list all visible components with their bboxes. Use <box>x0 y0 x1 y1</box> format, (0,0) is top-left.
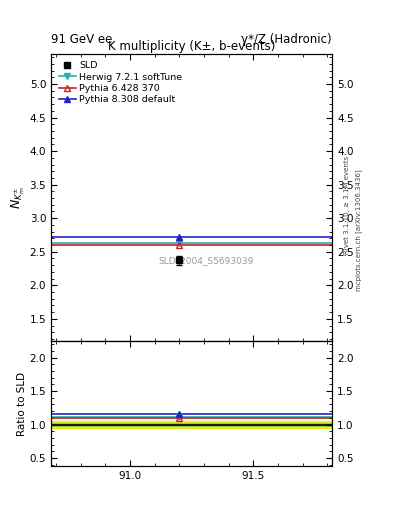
Y-axis label: $N_{K^{\pm}_{m}}$: $N_{K^{\pm}_{m}}$ <box>9 186 27 209</box>
Text: SLD_2004_S5693039: SLD_2004_S5693039 <box>158 256 253 265</box>
Y-axis label: Ratio to SLD: Ratio to SLD <box>17 371 27 436</box>
Text: γ*/Z (Hadronic): γ*/Z (Hadronic) <box>241 33 332 46</box>
Text: Rivet 3.1.10, ≥ 3.1M events: Rivet 3.1.10, ≥ 3.1M events <box>344 156 350 254</box>
Text: 91 GeV ee: 91 GeV ee <box>51 33 112 46</box>
Legend: SLD, Herwig 7.2.1 softTune, Pythia 6.428 370, Pythia 8.308 default: SLD, Herwig 7.2.1 softTune, Pythia 6.428… <box>56 58 185 107</box>
Text: mcplots.cern.ch [arXiv:1306.3436]: mcplots.cern.ch [arXiv:1306.3436] <box>356 169 362 291</box>
Title: K multiplicity (K±, b-events): K multiplicity (K±, b-events) <box>108 39 275 53</box>
